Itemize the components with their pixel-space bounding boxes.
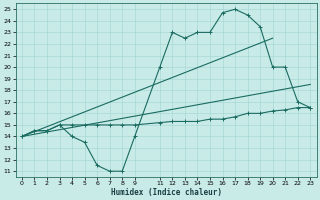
X-axis label: Humidex (Indice chaleur): Humidex (Indice chaleur): [111, 188, 221, 197]
